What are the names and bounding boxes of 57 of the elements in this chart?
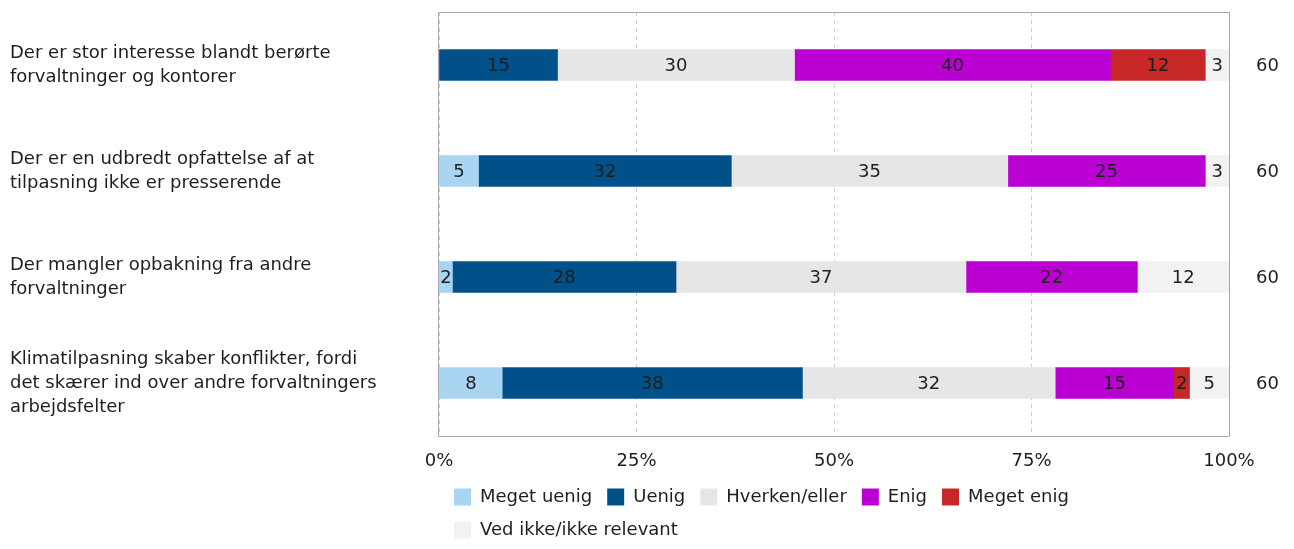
bar (1007, 155, 1206, 187)
data-label: 30 (664, 53, 688, 75)
y-tick-label: Der mangler opbakning fra andre forvaltninger (10, 252, 312, 298)
bar (1189, 367, 1229, 399)
data-label: 8 (465, 371, 477, 393)
data-label: 37 (809, 265, 833, 287)
text: 60 (1256, 159, 1279, 181)
data-label: 35 (858, 159, 881, 181)
y-tick-label: Der er en udbredt opfattelse af at tilpasning ikke er presserende (10, 146, 315, 192)
data-label: 15 (487, 53, 510, 75)
legend-label: Meget enig (968, 484, 1069, 506)
text: 60 (1256, 371, 1279, 393)
bar (730, 155, 1009, 187)
data-label: 5 (1203, 371, 1215, 393)
text: 60 (1256, 265, 1279, 287)
bar (439, 155, 479, 187)
bar (794, 49, 1111, 81)
data-label: 2 (440, 265, 452, 287)
legend-label: Enig (887, 484, 928, 506)
legend-label: Uenig (633, 484, 686, 506)
bar (1137, 261, 1229, 293)
data-label: 15 (1103, 371, 1126, 393)
x-tick-label: 0% (424, 449, 454, 471)
bar (439, 367, 503, 399)
data-label: 38 (640, 371, 664, 393)
data-label: 3 (1211, 159, 1223, 181)
data-label: 12 (1171, 265, 1195, 287)
x-tick-label: 100% (1203, 449, 1255, 471)
bar (965, 261, 1138, 293)
bar (802, 367, 1056, 399)
data-label: 32 (593, 159, 617, 181)
data-label: 40 (941, 53, 964, 75)
data-label: 5 (453, 159, 465, 181)
x-tick-label: 25% (616, 449, 657, 471)
x-tick-label: 50% (813, 449, 855, 471)
data-label: 2 (1175, 371, 1188, 393)
data-label: 25 (1095, 159, 1118, 181)
text: 60 (1256, 53, 1279, 75)
bar (478, 155, 732, 187)
bar (1110, 49, 1206, 81)
bar (557, 49, 795, 81)
data-label: 22 (1040, 265, 1064, 287)
legend-label: Ved ikke/ikke relevant (480, 517, 678, 539)
data-label: 12 (1146, 53, 1170, 75)
y-tick-label: Klimatilpasning skaber konflikter, fordi det skærer ind over andre forvaltningers arbejdsfelter (10, 346, 377, 416)
bar (501, 367, 803, 399)
y-tick-label: Der er stor interesse blandt berørte forvaltninger og kontorer (10, 40, 331, 86)
bar (439, 49, 558, 81)
data-label: 32 (917, 371, 941, 393)
data-label: 3 (1211, 53, 1223, 75)
legend-label: Meget uenig (480, 484, 593, 506)
data-label: 28 (552, 265, 576, 287)
bar (1054, 367, 1175, 399)
x-tick-label: 75% (1011, 449, 1052, 471)
legend-label: Hverken/eller (726, 484, 848, 506)
bar (675, 261, 967, 293)
bar (452, 261, 677, 293)
